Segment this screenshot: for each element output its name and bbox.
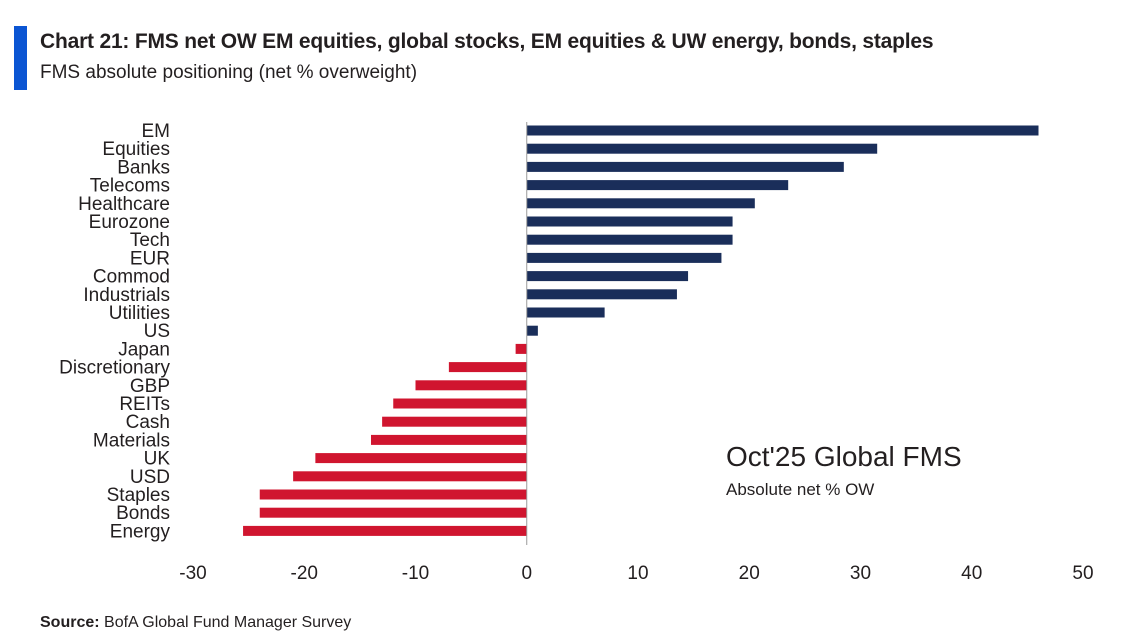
x-tick-label: -30 [179, 563, 206, 584]
category-label-staples: Staples [107, 485, 170, 506]
bar-discretionary [448, 362, 527, 373]
source-label: Source: [40, 614, 100, 631]
x-tick-label: 0 [521, 563, 532, 584]
annotation-title: Oct'25 Global FMS [726, 441, 962, 472]
title-accent-bar [14, 26, 27, 90]
category-label-reits: REITs [119, 394, 170, 415]
x-tick-label: 40 [961, 563, 982, 584]
bar-banks [526, 161, 844, 172]
category-label-eur: EUR [130, 248, 170, 269]
category-label-telecoms: Telecoms [90, 176, 170, 197]
category-label-uk: UK [144, 449, 171, 470]
category-label-gbp: GBP [130, 376, 170, 397]
bar-energy [243, 525, 527, 536]
category-labels-group: EMEquitiesBanksTelecomsHealthcareEurozon… [59, 121, 170, 542]
chart-title: Chart 21: FMS net OW EM equities, global… [40, 30, 934, 53]
bar-utilities [526, 307, 605, 318]
bar-eurozone [526, 216, 733, 227]
x-tick-label: 30 [850, 563, 871, 584]
x-tick-label: 10 [627, 563, 648, 584]
bar-cash [382, 416, 527, 427]
bar-healthcare [526, 198, 755, 209]
bars-group [243, 125, 1039, 536]
category-label-discretionary: Discretionary [59, 358, 170, 379]
chart-subtitle: FMS absolute positioning (net % overweig… [40, 62, 418, 83]
x-tick-label: 20 [739, 563, 760, 584]
x-tick-label: -20 [291, 563, 318, 584]
category-label-em: EM [142, 121, 171, 142]
bar-eur [526, 252, 722, 263]
bar-japan [515, 343, 527, 354]
category-label-commod: Commod [93, 267, 170, 288]
category-label-japan: Japan [118, 339, 170, 360]
bar-uk [315, 453, 527, 464]
category-label-usd: USD [130, 467, 170, 488]
bar-materials [371, 434, 527, 445]
bar-bonds [259, 507, 527, 518]
bar-em [526, 125, 1039, 136]
bar-equities [526, 143, 878, 154]
bar-staples [259, 489, 527, 500]
bar-reits [393, 398, 527, 409]
category-label-healthcare: Healthcare [78, 194, 170, 215]
category-label-energy: Energy [110, 521, 171, 542]
category-label-tech: Tech [130, 230, 170, 251]
category-label-materials: Materials [93, 430, 170, 451]
category-label-bonds: Bonds [116, 503, 170, 524]
category-label-industrials: Industrials [83, 285, 170, 306]
category-label-banks: Banks [117, 157, 170, 178]
category-label-eurozone: Eurozone [89, 212, 170, 233]
bar-us [526, 325, 538, 336]
bar-usd [293, 471, 527, 482]
category-label-cash: Cash [126, 412, 170, 433]
source-text: BofA Global Fund Manager Survey [104, 614, 352, 631]
source-note: Source: BofA Global Fund Manager Survey [40, 614, 351, 632]
category-label-utilities: Utilities [109, 303, 170, 324]
category-label-equities: Equities [102, 139, 170, 160]
x-tick-label: -10 [402, 563, 429, 584]
bar-telecoms [526, 180, 789, 191]
x-tick-label: 50 [1072, 563, 1093, 584]
category-label-us: US [144, 321, 170, 342]
bar-commod [526, 271, 689, 282]
annotation-subtitle: Absolute net % OW [726, 480, 874, 499]
bar-industrials [526, 289, 677, 300]
x-tick-labels-group: -30 -20 -10 0 10 20 30 40 50 [179, 563, 1093, 584]
bar-gbp [415, 380, 527, 391]
bar-tech [526, 234, 733, 245]
